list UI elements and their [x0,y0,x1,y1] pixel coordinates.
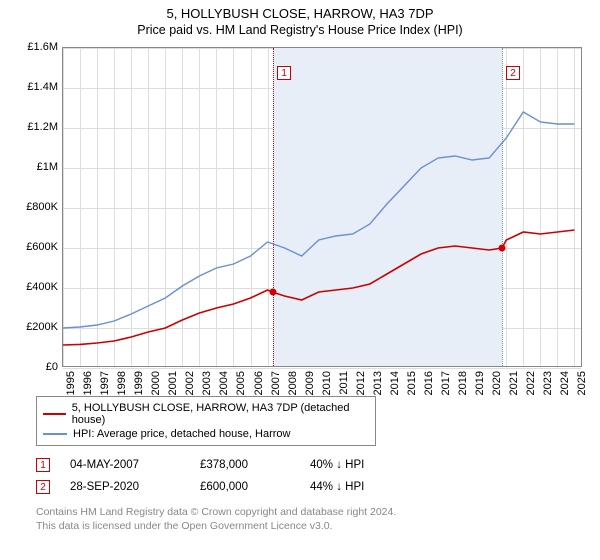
legend-swatch [43,413,66,415]
page-subtitle: Price paid vs. HM Land Registry's House … [0,21,600,37]
x-axis-label: 2024 [559,371,571,411]
x-axis-label: 2025 [576,371,588,411]
legend-swatch [43,433,67,435]
x-axis-label: 2018 [457,371,469,411]
page-title: 5, HOLLYBUSH CLOSE, HARROW, HA3 7DP [0,0,600,21]
y-axis-label: £400K [26,281,58,293]
x-axis-label: 2000 [150,371,162,411]
x-axis-label: 2023 [542,371,554,411]
x-axis-label: 2010 [321,371,333,411]
event-price: £378,000 [200,459,290,471]
event-delta: 44% ↓ HPI [310,481,364,493]
x-axis-label: 2006 [253,371,265,411]
event-marker-icon: 1 [36,458,50,472]
x-axis-label: 2011 [338,371,350,411]
event-date: 04-MAY-2007 [70,459,180,471]
x-axis-label: 2002 [184,371,196,411]
x-axis-label: 2017 [440,371,452,411]
x-axis-label: 2013 [372,371,384,411]
sale-dot [499,245,506,252]
x-axis-label: 2022 [525,371,537,411]
y-axis-label: £800K [26,201,58,213]
y-axis-label: £0 [26,361,58,373]
series-hpi [63,112,575,328]
x-axis-label: 1999 [133,371,145,411]
license-text: Contains HM Land Registry data © Crown c… [36,506,600,533]
x-axis-label: 2020 [491,371,503,411]
x-axis-label: 1998 [116,371,128,411]
event-delta: 40% ↓ HPI [310,459,364,471]
x-axis-label: 1996 [82,371,94,411]
legend-row-hpi: HPI: Average price, detached house, Harr… [43,427,369,441]
x-axis-label: 2007 [270,371,282,411]
x-axis-label: 2005 [235,371,247,411]
event-marker-icon: 2 [36,480,50,494]
chart: 12 £0£200K£400K£600K£800K£1M£1.2M£1.4M£1… [28,47,598,392]
x-axis-label: 2014 [389,371,401,411]
x-axis-label: 2003 [201,371,213,411]
x-axis-label: 2021 [508,371,520,411]
event-row: 1 04-MAY-2007 £378,000 40% ↓ HPI [36,454,600,476]
sale-dot [270,289,277,296]
x-axis-label: 2001 [167,371,179,411]
y-axis-label: £1.6M [26,41,58,53]
x-axis-label: 2019 [474,371,486,411]
x-axis-label: 2004 [218,371,230,411]
x-axis-label: 2008 [287,371,299,411]
x-axis-label: 1997 [99,371,111,411]
x-axis-label: 2012 [355,371,367,411]
y-axis-label: £1M [26,161,58,173]
x-axis-label: 2009 [304,371,316,411]
plot-area: 12 [62,47,582,367]
x-axis-label: 2015 [406,371,418,411]
legend-label: HPI: Average price, detached house, Harr… [73,428,290,440]
x-axis-label: 2016 [423,371,435,411]
y-axis-label: £1.4M [26,81,58,93]
y-axis-label: £1.2M [26,121,58,133]
y-axis-label: £600K [26,241,58,253]
event-row: 2 28-SEP-2020 £600,000 44% ↓ HPI [36,476,600,498]
events-table: 1 04-MAY-2007 £378,000 40% ↓ HPI 2 28-SEP-202… [36,454,600,498]
event-date: 28-SEP-2020 [70,481,180,493]
x-axis-label: 1995 [65,371,77,411]
event-price: £600,000 [200,481,290,493]
y-axis-label: £200K [26,321,58,333]
